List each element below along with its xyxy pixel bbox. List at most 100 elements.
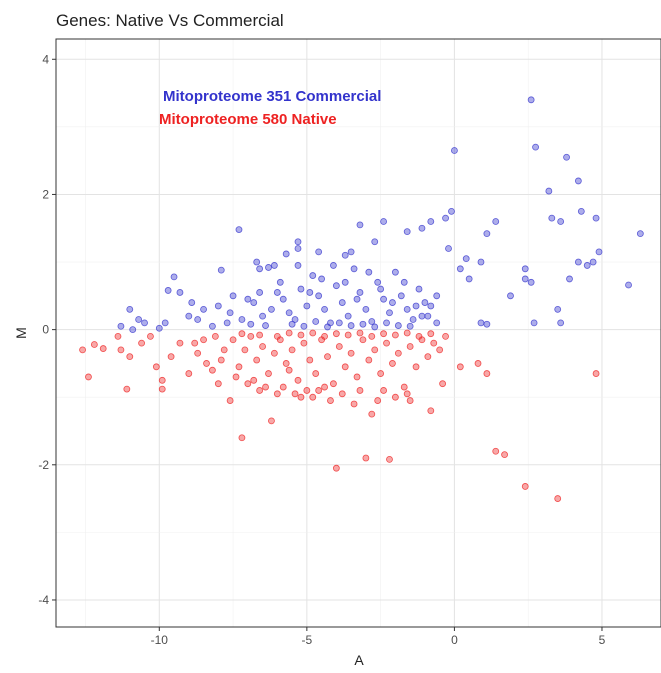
data-point — [297, 393, 305, 401]
data-point — [403, 390, 411, 398]
data-point — [327, 397, 334, 404]
data-point — [418, 312, 426, 320]
data-point — [129, 326, 137, 334]
y-tick-label: 0 — [42, 323, 49, 337]
data-point — [256, 289, 264, 296]
data-point — [152, 363, 160, 371]
data-point — [276, 278, 284, 286]
data-point — [217, 356, 225, 364]
y-tick-label: -4 — [38, 593, 49, 607]
data-point — [344, 312, 352, 320]
data-point — [424, 312, 432, 320]
data-point — [625, 281, 632, 289]
data-point — [155, 324, 163, 332]
data-point — [406, 343, 414, 350]
data-point — [427, 330, 435, 338]
data-point — [294, 262, 302, 269]
data-point — [557, 218, 565, 225]
series-commercial — [117, 96, 644, 334]
data-point — [229, 336, 237, 344]
data-point — [377, 370, 385, 377]
data-point — [303, 387, 311, 394]
data-point — [238, 434, 246, 442]
data-point — [400, 278, 408, 286]
data-point — [356, 329, 364, 337]
data-point — [270, 349, 278, 357]
data-point — [521, 275, 529, 283]
data-point — [306, 289, 314, 296]
data-point — [315, 248, 323, 256]
data-point — [356, 289, 364, 296]
data-point — [330, 262, 337, 269]
data-point — [456, 265, 464, 273]
data-point — [400, 383, 408, 391]
data-point — [380, 387, 387, 394]
data-point — [238, 330, 246, 338]
data-point — [545, 187, 553, 195]
data-point — [380, 330, 387, 338]
data-point — [389, 299, 396, 306]
data-point — [117, 346, 125, 354]
data-point — [214, 302, 222, 310]
x-tick-label: -10 — [151, 633, 169, 647]
data-point — [256, 331, 264, 339]
data-point — [391, 268, 399, 276]
data-point — [191, 339, 199, 347]
data-point — [347, 349, 355, 357]
data-point — [332, 464, 340, 472]
data-point — [161, 319, 169, 327]
y-axis-label: M — [13, 327, 29, 339]
data-point — [259, 343, 266, 350]
data-point — [427, 302, 435, 310]
data-point — [356, 387, 364, 394]
data-point — [85, 373, 92, 381]
data-point — [321, 383, 328, 391]
data-point — [273, 332, 281, 340]
data-point — [250, 299, 258, 306]
data-point — [427, 218, 435, 225]
data-point — [300, 322, 308, 330]
x-tick-label: 5 — [599, 633, 606, 647]
data-point — [406, 397, 414, 404]
data-point — [592, 214, 600, 222]
data-point — [200, 305, 207, 313]
data-point — [238, 316, 246, 323]
data-point — [170, 273, 178, 281]
data-point — [285, 309, 293, 317]
data-point — [279, 295, 287, 303]
data-point — [279, 383, 287, 391]
data-point — [235, 363, 243, 371]
data-point — [300, 339, 308, 347]
data-point — [368, 318, 376, 325]
data-point — [362, 454, 370, 462]
x-axis-ticks: -10 -5 0 5 — [151, 627, 606, 647]
data-point — [164, 287, 172, 294]
data-point — [223, 319, 231, 327]
data-point — [315, 292, 323, 300]
chart-title: Genes: Native Vs Commercial — [56, 11, 284, 30]
data-point — [430, 339, 438, 347]
data-point — [636, 230, 644, 238]
data-point — [507, 292, 514, 300]
data-point — [383, 319, 390, 327]
data-point — [527, 278, 535, 286]
data-point — [554, 495, 562, 502]
data-point — [368, 410, 376, 418]
data-point — [270, 262, 278, 269]
data-point — [483, 370, 491, 377]
data-point — [403, 329, 411, 337]
data-point — [501, 451, 508, 459]
data-point — [448, 207, 455, 215]
data-point — [211, 332, 219, 340]
data-point — [126, 353, 134, 361]
data-point — [324, 353, 331, 361]
data-point — [209, 322, 216, 330]
x-tick-label: -5 — [302, 633, 313, 647]
data-point — [415, 332, 423, 340]
data-point — [451, 147, 458, 154]
data-point — [200, 336, 207, 344]
data-point — [521, 483, 529, 490]
data-point — [176, 289, 184, 296]
data-point — [477, 319, 485, 327]
